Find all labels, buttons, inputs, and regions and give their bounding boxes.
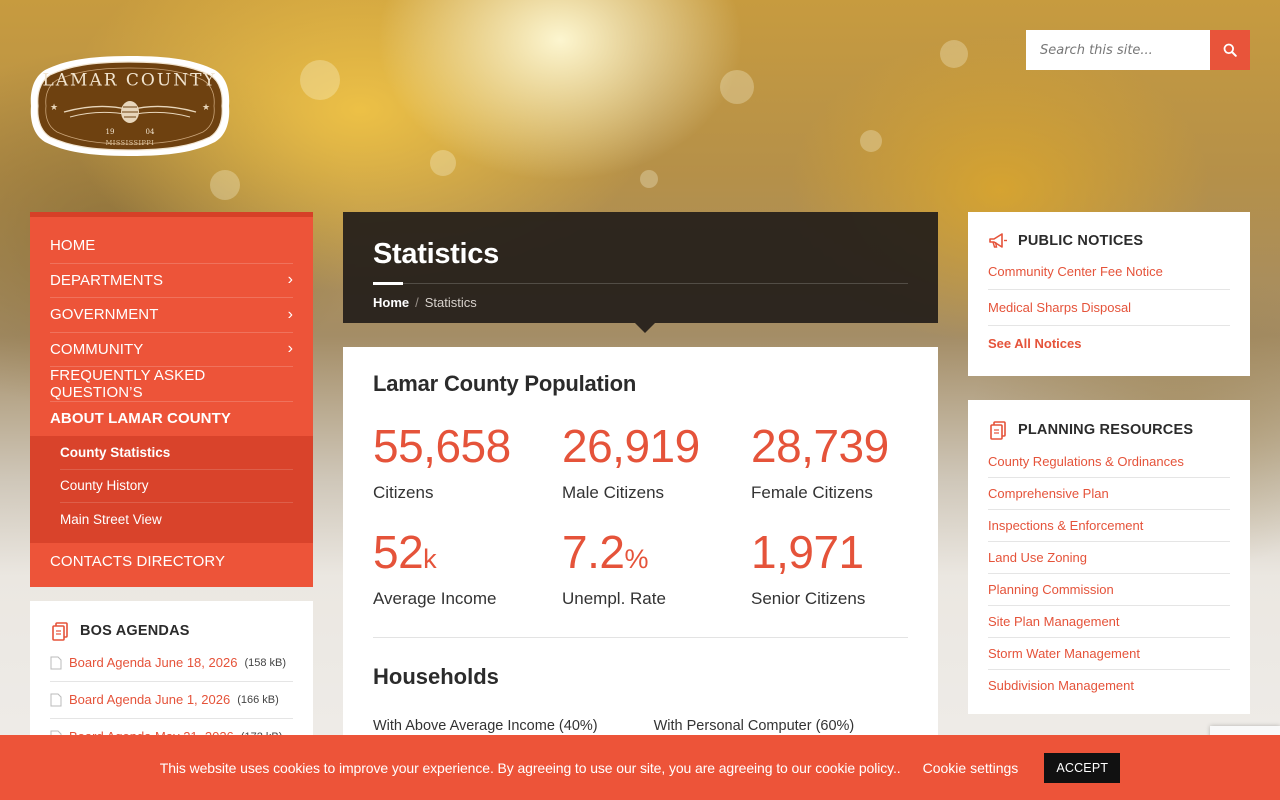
household-stat: With Personal Computer (60%) (653, 718, 855, 734)
planning-resources-widget: PLANNING RESOURCES County Regulations & … (968, 400, 1250, 714)
cookie-accept-button[interactable]: ACCEPT (1044, 752, 1121, 783)
stat-item: 28,739 Female Citizens (751, 420, 889, 502)
chevron-right-icon: › (287, 271, 293, 289)
nav-item-about[interactable]: ABOUT LAMAR COUNTY (50, 410, 231, 428)
county-seal-icon: LAMAR COUNTY 19 04 MISSISSIPPI ★ ★ (30, 56, 230, 156)
stat-item: 26,919 Male Citizens (562, 420, 700, 502)
file-row: Board Agenda June 18, 2026 (158 kB) (50, 655, 293, 682)
planning-link[interactable]: Comprehensive Plan (988, 486, 1230, 510)
main-navigation: HOME DEPARTMENTS › GOVERNMENT › COMMUNITY ›… (30, 212, 313, 587)
pdf-file-icon (50, 693, 62, 706)
cookie-settings-link[interactable]: Cookie settings (922, 759, 1019, 776)
planning-link[interactable]: Subdivision Management (988, 678, 1134, 693)
stats-grid: 55,658 Citizens 26,919 Male Citizens 28,… (373, 423, 908, 635)
stat-item: 1,971 Senior Citizens (751, 526, 866, 608)
widget-title: BOS AGENDAS (50, 621, 293, 641)
cookie-consent-bar: This website uses cookies to improve you… (0, 735, 1280, 800)
nav-item-contacts[interactable]: CONTACTS DIRECTORY (50, 553, 226, 571)
section-title-households: Households (373, 664, 499, 689)
file-link[interactable]: Board Agenda June 1, 2026 (69, 692, 231, 707)
subnav-item-county-history[interactable]: County History (60, 470, 293, 503)
chevron-right-icon: › (287, 340, 293, 358)
planning-link[interactable]: Storm Water Management (988, 646, 1230, 670)
section-divider (373, 637, 908, 638)
breadcrumb-home-link[interactable]: Home (373, 295, 410, 310)
notice-link[interactable]: Medical Sharps Disposal (988, 300, 1230, 326)
nav-submenu-about: County Statistics County History Main St… (30, 436, 313, 543)
widget-title: PLANNING RESOURCES (988, 420, 1230, 440)
section-title-population: Lamar County Population (373, 371, 637, 396)
nav-item-departments[interactable]: DEPARTMENTS › (50, 264, 293, 298)
breadcrumb-current: Statistics (424, 295, 477, 310)
households-list: With Above Average Income (40%) With Per… (373, 718, 908, 734)
planning-link[interactable]: Inspections & Enforcement (988, 518, 1230, 542)
megaphone-icon (989, 233, 1007, 248)
svg-text:04: 04 (146, 128, 155, 136)
nav-item-government[interactable]: GOVERNMENT › (50, 298, 293, 333)
county-logo[interactable]: LAMAR COUNTY 19 04 MISSISSIPPI ★ ★ (30, 54, 230, 158)
file-row: Board Agenda June 1, 2026 (166 kB) (50, 692, 293, 719)
cookie-message: This website uses cookies to improve you… (159, 759, 901, 776)
page-title: Statistics (373, 238, 499, 270)
svg-text:19: 19 (106, 128, 115, 136)
title-divider (373, 282, 908, 285)
breadcrumb: Home / Statistics (373, 295, 477, 310)
stat-item: 7.2% Unempl. Rate (562, 526, 666, 608)
planning-link[interactable]: Land Use Zoning (988, 550, 1230, 574)
chevron-right-icon: › (287, 305, 293, 323)
household-stat: With Above Average Income (40%) (373, 718, 598, 734)
documents-icon (990, 421, 1006, 440)
file-link[interactable]: Board Agenda June 18, 2026 (69, 655, 238, 670)
planning-link[interactable]: County Regulations & Ordinances (988, 454, 1230, 478)
widget-title: PUBLIC NOTICES (988, 232, 1230, 250)
see-all-notices-link[interactable]: See All Notices (988, 336, 1082, 351)
planning-link[interactable]: Planning Commission (988, 582, 1230, 606)
svg-text:MISSISSIPPI: MISSISSIPPI (106, 139, 155, 147)
search-input[interactable] (1026, 30, 1210, 70)
nav-item-community[interactable]: COMMUNITY › (50, 333, 293, 367)
nav-item-faq[interactable]: FREQUENTLY ASKED QUESTION’S (50, 367, 293, 402)
search-icon (1223, 43, 1237, 57)
stat-item: 55,658 Citizens (373, 420, 511, 502)
planning-link[interactable]: Site Plan Management (988, 614, 1230, 638)
logo-text: LAMAR COUNTY (42, 71, 216, 91)
main-content: Lamar County Population 55,658 Citizens … (343, 347, 938, 800)
subnav-item-county-statistics[interactable]: County Statistics (60, 436, 293, 470)
header-caret (635, 323, 655, 333)
documents-icon (52, 622, 68, 641)
page-header: Statistics Home / Statistics (343, 212, 938, 333)
notice-link[interactable]: Community Center Fee Notice (988, 264, 1230, 290)
search-button[interactable] (1210, 30, 1250, 70)
nav-item-home[interactable]: HOME (50, 229, 293, 264)
svg-text:★: ★ (50, 102, 58, 112)
pdf-file-icon (50, 656, 62, 669)
svg-text:★: ★ (202, 102, 210, 112)
site-search (1026, 30, 1250, 70)
stat-item: 52k Average Income (373, 526, 497, 608)
public-notices-widget: PUBLIC NOTICES Community Center Fee Noti… (968, 212, 1250, 376)
subnav-item-main-street-view[interactable]: Main Street View (60, 512, 162, 528)
